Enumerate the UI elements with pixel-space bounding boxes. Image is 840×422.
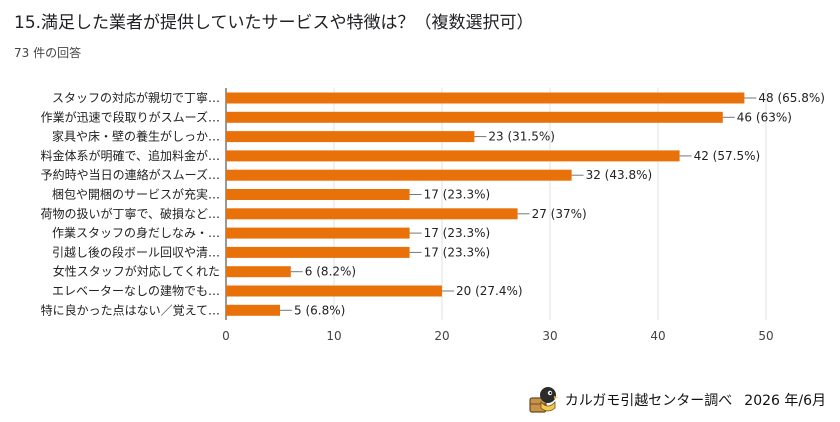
value-label: 42 (57.5%) [694,149,761,163]
survey-credit: カルガモ引越センター調べ [564,393,733,409]
category-label: 荷物の扱いが丁寧で、破損など… [40,206,220,221]
value-label: 32 (43.8%) [586,168,653,182]
x-tick-label: 30 [542,329,557,343]
bar [226,92,745,104]
category-label: 料金体系が明確で、追加料金が… [40,148,220,163]
response-count: 73 件の回答 [14,46,82,60]
value-label: 17 (23.3%) [424,245,491,259]
bar [226,285,442,297]
bar [226,227,410,239]
value-label: 17 (23.3%) [424,226,491,240]
x-tick-label: 0 [222,329,230,343]
value-label: 27 (37%) [532,207,587,221]
category-label: 作業スタッフの身だしなみ・… [52,225,220,240]
bar [226,111,723,123]
bar [226,150,680,162]
x-tick-label: 50 [758,329,773,343]
survey-date: 2026 年/6月 [744,393,826,409]
x-tick-label: 20 [434,329,449,343]
chart-title: 15.満足した業者が提供していたサービスや特徴は？（複数選択可） [14,13,534,33]
x-tick-label: 10 [326,329,341,343]
bar [226,266,291,278]
value-label: 23 (31.5%) [488,130,555,144]
value-label: 48 (65.8%) [758,91,825,105]
value-label: 17 (23.3%) [424,188,491,202]
category-label: 女性スタッフが対応してくれた [53,264,220,279]
category-label: 家具や床・壁の養生がしっか… [52,129,220,144]
duck-mascot-logo-icon [529,387,558,413]
category-label: エレベーターなしの建物でも… [52,284,220,298]
value-label: 5 (6.8%) [294,303,345,317]
bar-chart: 0 10 20 30 40 50 スタッフの対応が親切で丁寧… 48 (65.8%) 作業が迅速… [40,88,825,343]
bar [226,246,410,258]
bar [226,304,280,316]
category-label: 特に良かった点はない／覚えて… [41,302,220,317]
category-label: 予約時や当日の連絡がスムーズ… [41,167,220,182]
bar [226,208,518,220]
category-label: 引越し後の段ボール回収や清… [52,244,220,259]
bar [226,131,475,143]
category-label: 梱包や開梱のサービスが充実… [52,187,220,202]
value-label: 46 (63%) [737,110,792,124]
category-label: 作業が迅速で段取りがスムーズ… [41,109,220,124]
value-label: 6 (8.2%) [305,265,356,279]
bar [226,169,572,181]
x-tick-label: 40 [650,329,665,343]
category-label: スタッフの対応が親切で丁寧… [52,90,220,105]
footer: カルガモ引越センター調べ 2026 年/6月 [527,384,826,416]
value-label: 20 (27.4%) [456,284,523,298]
bar [226,189,410,200]
